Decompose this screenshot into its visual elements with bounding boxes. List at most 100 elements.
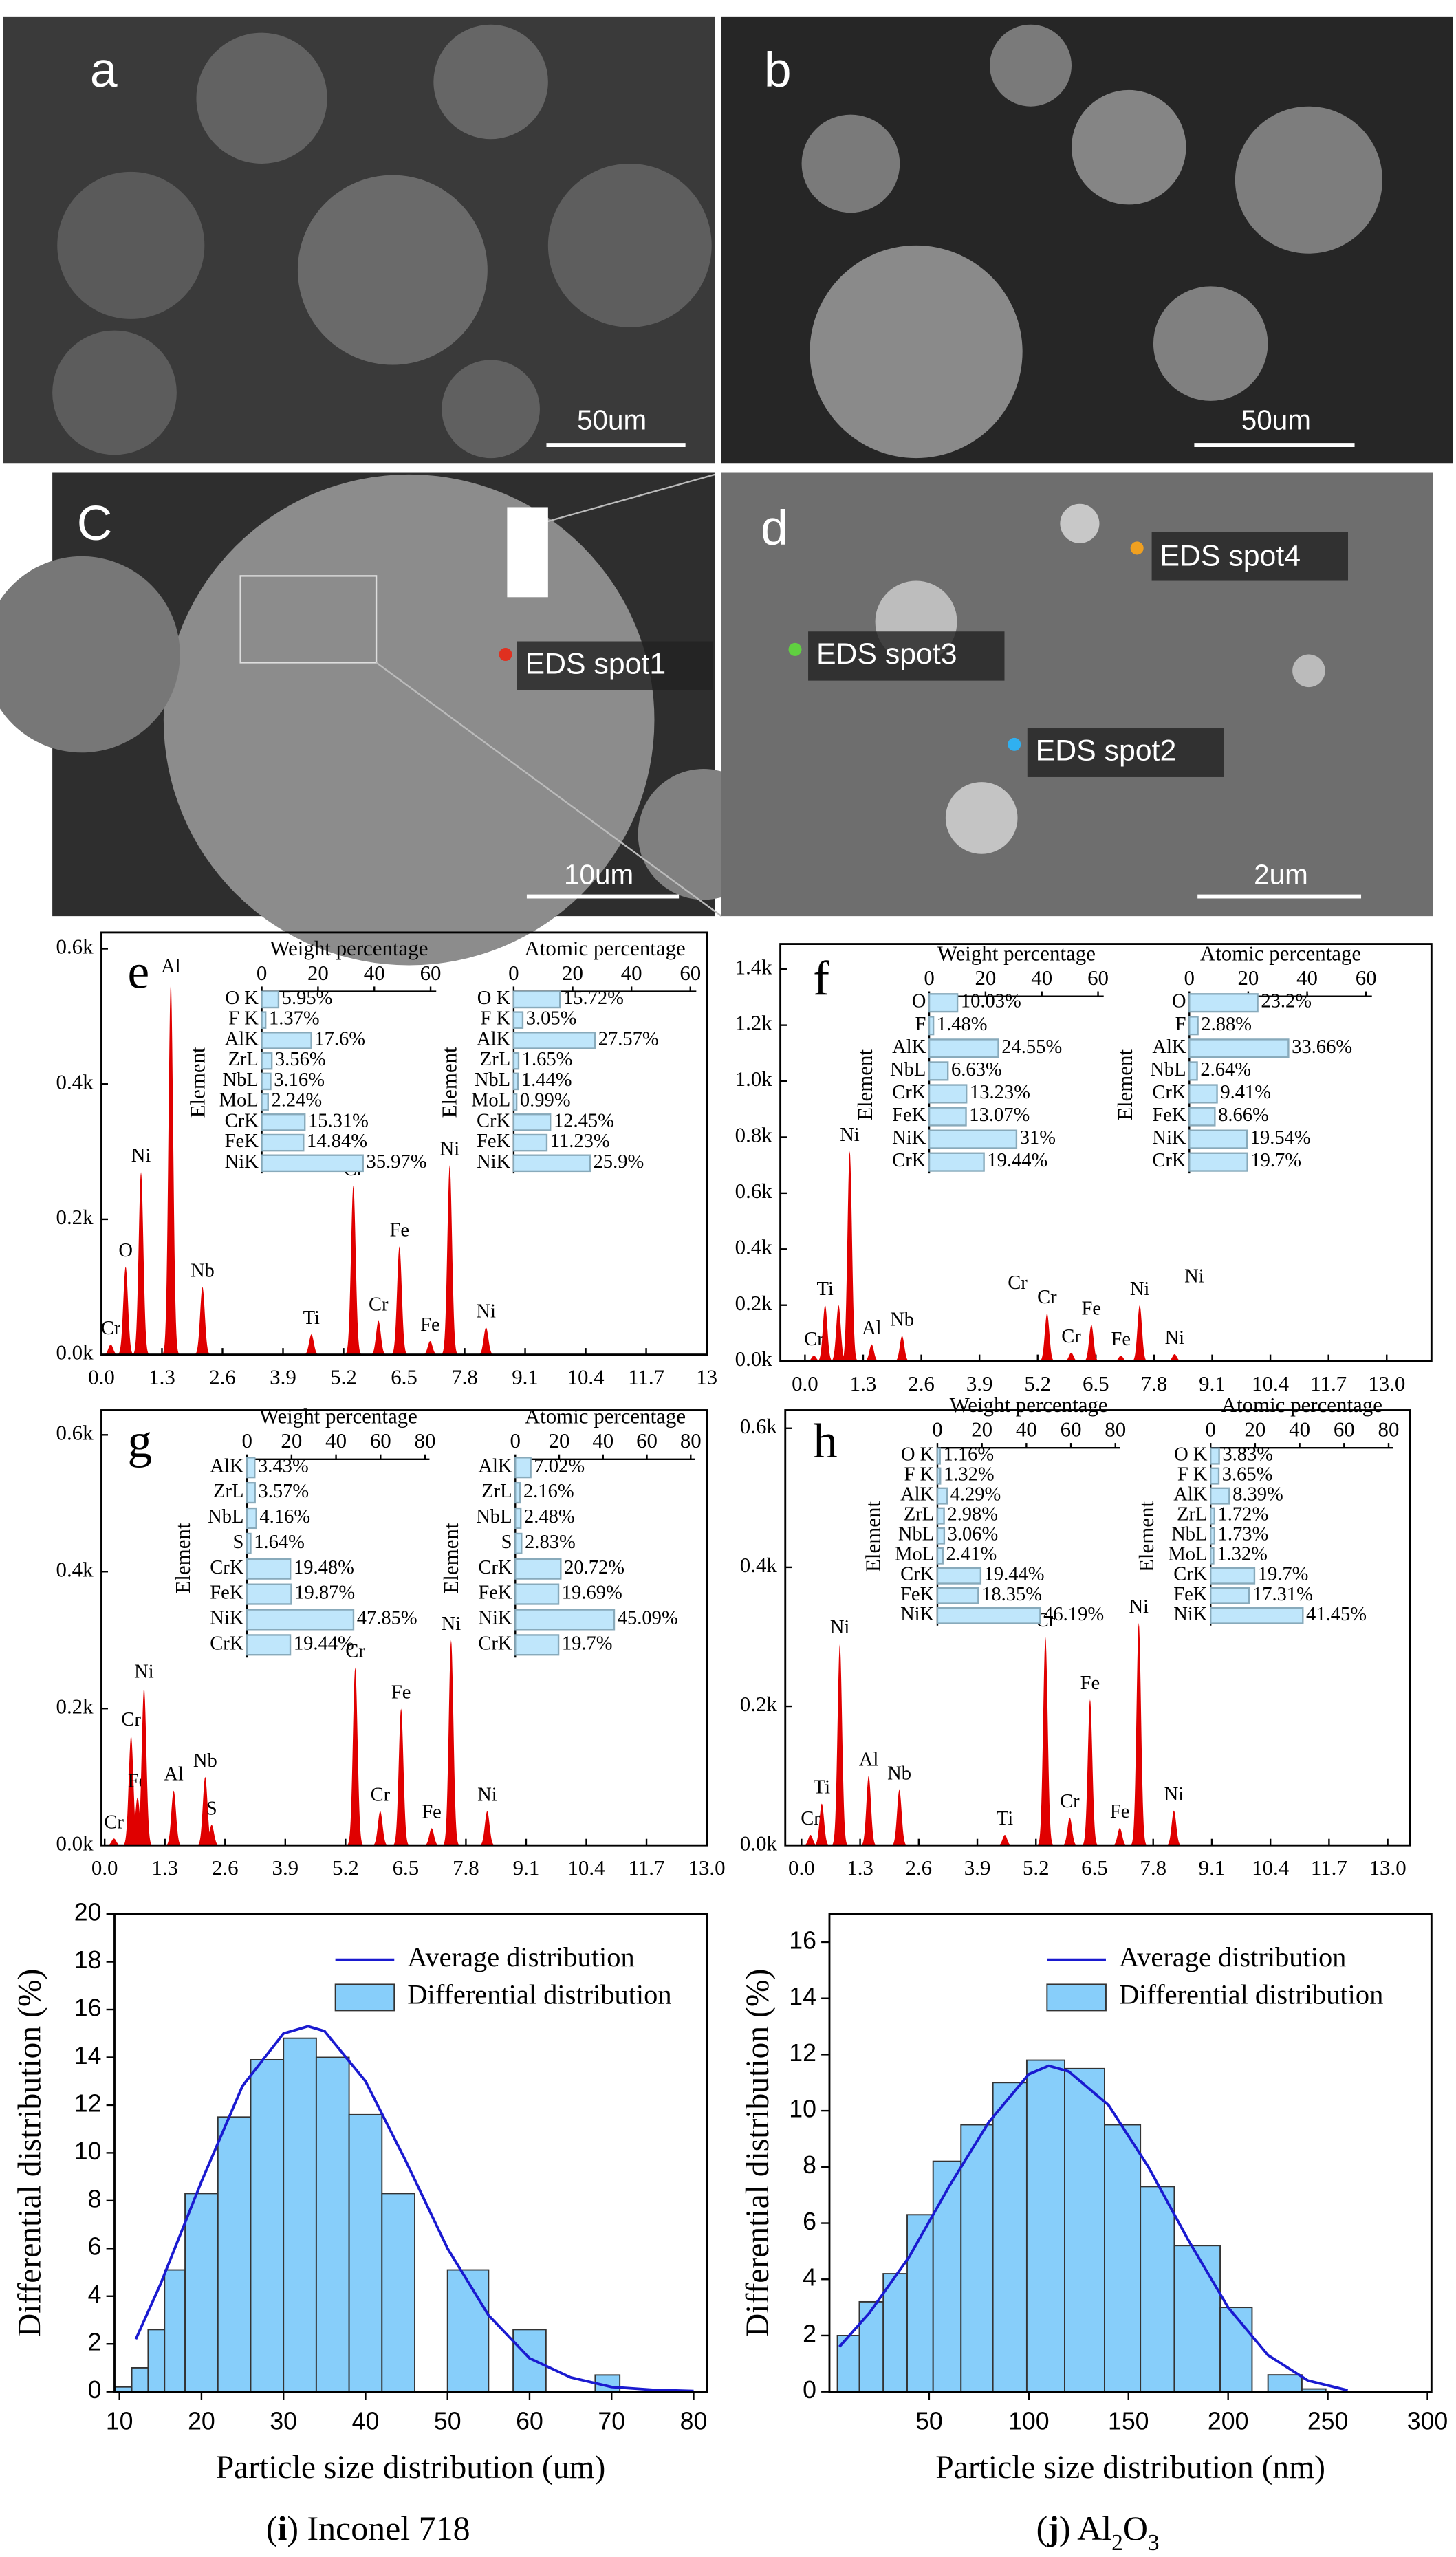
inset-value-label: 3.16% bbox=[274, 1069, 325, 1091]
x-tick-label: 10.4 bbox=[1252, 1856, 1289, 1880]
peak bbox=[369, 1320, 388, 1355]
inset-bar bbox=[261, 1052, 273, 1070]
inset-category: F K bbox=[228, 1008, 259, 1030]
inset-bar bbox=[514, 1457, 532, 1479]
inset-bar bbox=[936, 1507, 945, 1525]
x-tick-label: 11.7 bbox=[1311, 1856, 1347, 1880]
peak bbox=[420, 1340, 439, 1355]
inset-axis-title: Element bbox=[1134, 1501, 1158, 1572]
x-tick-label: 0.0 bbox=[788, 1856, 815, 1880]
inset-bar bbox=[1210, 1487, 1230, 1505]
distribution-line bbox=[134, 2025, 694, 2393]
inset-bar bbox=[514, 1583, 560, 1605]
inset-value-label: 1.32% bbox=[944, 1464, 995, 1486]
inset-tick-label: 0 bbox=[932, 1417, 942, 1441]
peak bbox=[161, 982, 180, 1355]
legend-label: Average distribution bbox=[407, 1941, 634, 1972]
x-tick-label: 2.6 bbox=[209, 1364, 236, 1389]
x-tick-label: 13.0 bbox=[688, 1856, 726, 1880]
inset-tick-label: 60 bbox=[420, 961, 442, 985]
inset-tick-label: 60 bbox=[1061, 1417, 1082, 1441]
y-tick-label: 12 bbox=[789, 2039, 816, 2067]
plot-frame bbox=[828, 1913, 1433, 2393]
inset-value-label: 33.66% bbox=[1292, 1036, 1352, 1058]
x-tick-label: 13.0 bbox=[1369, 1856, 1406, 1880]
y-tick-label: 0.0k bbox=[56, 1340, 94, 1364]
y-tick-label: 0 bbox=[88, 2376, 102, 2404]
inset-value-label: 24.55% bbox=[1001, 1036, 1062, 1058]
inset-bar bbox=[936, 1487, 948, 1505]
y-tick-label: 0.6k bbox=[740, 1414, 778, 1438]
spot-label: EDS spot1 bbox=[525, 648, 666, 681]
y-tick-label: 4 bbox=[88, 2281, 102, 2308]
inset-title: Weight percentage bbox=[950, 1393, 1108, 1417]
inset-tick-label: 40 bbox=[592, 1428, 613, 1452]
inset-value-label: 3.83% bbox=[1222, 1444, 1273, 1466]
peak bbox=[122, 1736, 141, 1846]
y-tick-label: 0.4k bbox=[56, 1069, 94, 1093]
x-tick-label: 50 bbox=[915, 2407, 943, 2435]
inset-category: AlK bbox=[892, 1036, 926, 1058]
inset-category: O K bbox=[1174, 1444, 1208, 1466]
inset-value-label: 15.31% bbox=[308, 1110, 369, 1131]
inset-tick-label: 80 bbox=[1378, 1417, 1400, 1441]
peak bbox=[1111, 1355, 1130, 1362]
peak-label: O bbox=[118, 1240, 133, 1261]
x-tick-label: 11.7 bbox=[1310, 1371, 1347, 1395]
inset-value-label: 11.23% bbox=[550, 1131, 610, 1152]
histogram-bar bbox=[348, 2113, 383, 2393]
inset-value-label: 19.44% bbox=[987, 1150, 1047, 1171]
peak-label: Fe bbox=[420, 1314, 440, 1336]
inset-tick-label: 60 bbox=[636, 1428, 658, 1452]
peak bbox=[302, 1334, 321, 1355]
inset-bar bbox=[928, 1016, 935, 1036]
caption-part: ) Al bbox=[1059, 2510, 1111, 2548]
inset-category: F bbox=[915, 1014, 926, 1035]
peak-label: Nb bbox=[193, 1750, 217, 1772]
peak bbox=[195, 1776, 215, 1846]
y-tick-label: 0 bbox=[803, 2376, 816, 2404]
inset-tick-label: 20 bbox=[562, 961, 583, 985]
inset-tick-label: 20 bbox=[549, 1428, 570, 1452]
x-tick-label: 7.8 bbox=[453, 1856, 479, 1880]
x-tick-label: 0.0 bbox=[88, 1364, 115, 1389]
peak bbox=[391, 1708, 411, 1846]
inset-bar bbox=[1210, 1467, 1220, 1485]
x-tick-label: 3.9 bbox=[964, 1856, 991, 1880]
inset-tick-label: 20 bbox=[1244, 1417, 1265, 1441]
peak-label: Ni bbox=[830, 1617, 850, 1638]
inset-bar bbox=[936, 1607, 1041, 1624]
inset-title: Atomic percentage bbox=[1200, 941, 1361, 965]
inset-bar bbox=[246, 1634, 292, 1656]
inset-category: CrK bbox=[478, 1557, 512, 1578]
inset-category: FeK bbox=[477, 1131, 511, 1152]
inset-bar bbox=[512, 990, 561, 1009]
x-tick-label: 50 bbox=[434, 2407, 461, 2435]
x-tick-label: 40 bbox=[352, 2407, 380, 2435]
histogram-bar bbox=[960, 2124, 994, 2393]
x-tick-label: 6.5 bbox=[1083, 1371, 1109, 1395]
panel-letter: C bbox=[77, 496, 113, 551]
inset-bar bbox=[1188, 1107, 1216, 1127]
peak bbox=[1082, 1325, 1100, 1362]
peak-label: Fe bbox=[391, 1682, 411, 1703]
x-tick-label: 13.0 bbox=[1368, 1371, 1405, 1395]
inset-value-label: 3.05% bbox=[526, 1008, 577, 1030]
inset-value-label: 7.02% bbox=[534, 1455, 585, 1477]
inset-value-label: 41.45% bbox=[1306, 1604, 1367, 1625]
inset-axis-title: Element bbox=[185, 1047, 209, 1118]
inset-tick-label: 0 bbox=[241, 1428, 252, 1452]
inset-bar bbox=[1188, 993, 1259, 1013]
inset-value-label: 45.09% bbox=[618, 1607, 678, 1629]
inset-value-label: 10.03% bbox=[961, 991, 1021, 1012]
spot-label: EDS spot2 bbox=[1036, 735, 1177, 768]
inset-value-label: 19.7% bbox=[1250, 1150, 1301, 1171]
peak bbox=[805, 1355, 823, 1362]
x-tick-label: 10 bbox=[106, 2407, 133, 2435]
inset-value-label: 1.44% bbox=[521, 1069, 572, 1091]
inset-bar bbox=[936, 1587, 979, 1604]
inset-category: ZrL bbox=[228, 1049, 258, 1070]
x-tick-label: 0.0 bbox=[91, 1856, 118, 1880]
inset-axis-title: Element bbox=[853, 1049, 877, 1120]
histogram-bar bbox=[1267, 2374, 1303, 2393]
